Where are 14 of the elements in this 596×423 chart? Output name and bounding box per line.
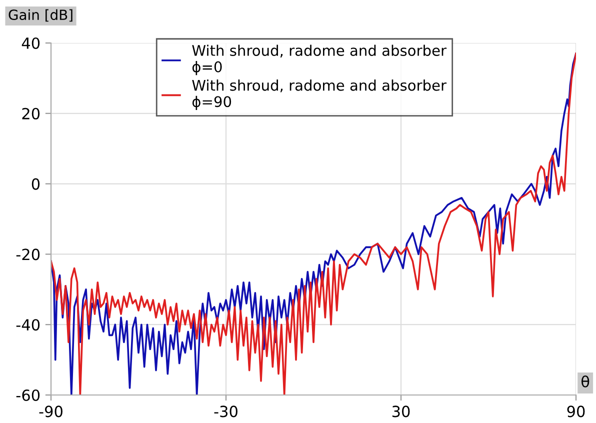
x-tick-label: -30 <box>214 406 238 418</box>
y-tick-label: 20 <box>22 108 40 120</box>
y-tick-label: -20 <box>16 248 40 260</box>
y-tick-label: -40 <box>16 319 40 331</box>
x-tick-label: -90 <box>39 406 62 418</box>
x-tick-label: 30 <box>392 406 410 418</box>
y-tick-label: -60 <box>16 389 40 402</box>
y-tick-label: 40 <box>22 37 40 50</box>
legend-label: With shroud, radome and absorber ϕ=0 <box>192 44 446 76</box>
x-axis-title: θ <box>581 375 590 388</box>
y-axis-title: Gain [dB] <box>8 9 72 22</box>
legend-label: With shroud, radome and absorber ϕ=90 <box>192 80 446 110</box>
x-tick-label: 90 <box>567 406 585 418</box>
y-tick-label: 0 <box>32 178 40 190</box>
